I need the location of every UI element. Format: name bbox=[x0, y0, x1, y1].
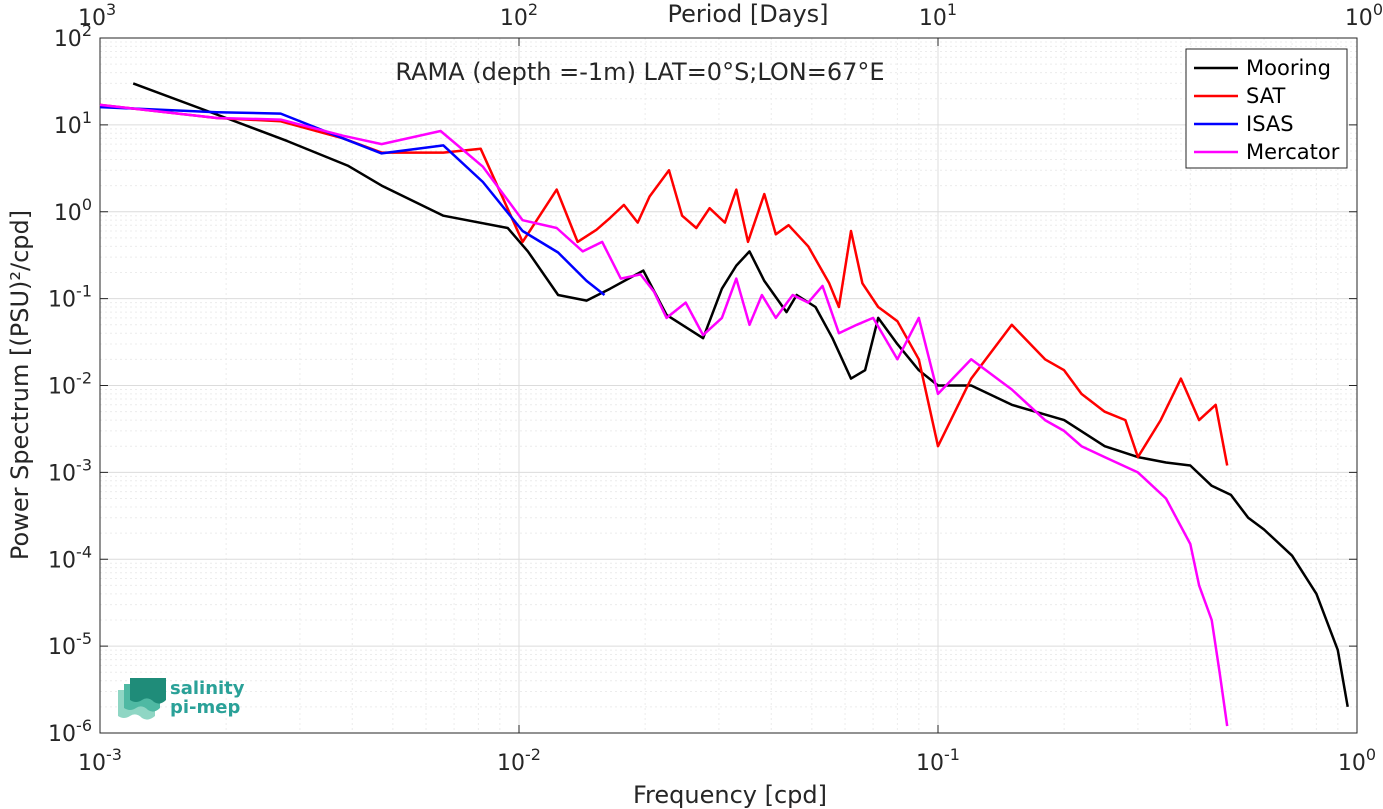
wave-logo-icon bbox=[118, 678, 166, 720]
series-line-isas bbox=[99, 105, 606, 296]
y-ticks: 10-6 10-5 10-4 10-3 10-2 10-1 100 101 102 bbox=[48, 21, 1357, 747]
logo-line1: salinity bbox=[170, 678, 245, 699]
salinity-pi-mep-logo: salinity pi-mep bbox=[118, 678, 245, 720]
x-tick-label: 10-2 bbox=[497, 745, 541, 776]
y-tick-label: 10-3 bbox=[48, 455, 92, 486]
y-axis-label: Power Spectrum [(PSU)²/cpd] bbox=[6, 210, 34, 560]
y-tick-label: 10-2 bbox=[48, 369, 92, 400]
y-tick-label: 10-6 bbox=[48, 716, 92, 747]
series-line-mooring bbox=[132, 82, 1349, 708]
y-tick-label: 10-5 bbox=[48, 629, 92, 660]
legend-label: ISAS bbox=[1246, 112, 1294, 136]
logo-line2: pi-mep bbox=[170, 697, 240, 718]
legend-label: Mercator bbox=[1246, 140, 1340, 164]
x-axis-label: Frequency [cpd] bbox=[633, 781, 827, 809]
top-tick-label: 103 bbox=[78, 0, 116, 31]
top-axis-label: Period [Days] bbox=[667, 0, 828, 28]
x-tick-label: 10-1 bbox=[916, 745, 960, 776]
y-tick-label: 10-4 bbox=[48, 542, 92, 573]
y-tick-label: 102 bbox=[54, 21, 92, 52]
top-ticks: 103 102 101 100 bbox=[78, 0, 1383, 46]
top-tick-label: 100 bbox=[1345, 0, 1383, 31]
y-tick-label: 10-1 bbox=[48, 282, 92, 313]
y-tick-label: 100 bbox=[54, 195, 92, 226]
legend-label: SAT bbox=[1246, 84, 1285, 108]
x-tick-label: 10-3 bbox=[78, 745, 122, 776]
series-lines bbox=[99, 82, 1349, 727]
legend: Mooring SAT ISAS Mercator bbox=[1185, 48, 1348, 169]
legend-label: Mooring bbox=[1246, 56, 1331, 80]
x-ticks: 10-3 10-2 10-1 100 bbox=[78, 725, 1376, 776]
x-tick-label: 100 bbox=[1338, 745, 1376, 776]
chart-title: RAMA (depth =-1m) LAT=0°S;LON=67°E bbox=[395, 58, 884, 86]
y-tick-label: 101 bbox=[54, 108, 92, 139]
top-tick-label: 101 bbox=[919, 0, 957, 31]
series-line-mercator bbox=[99, 103, 1229, 727]
top-tick-label: 102 bbox=[500, 0, 538, 31]
series-line-sat bbox=[99, 103, 1229, 466]
